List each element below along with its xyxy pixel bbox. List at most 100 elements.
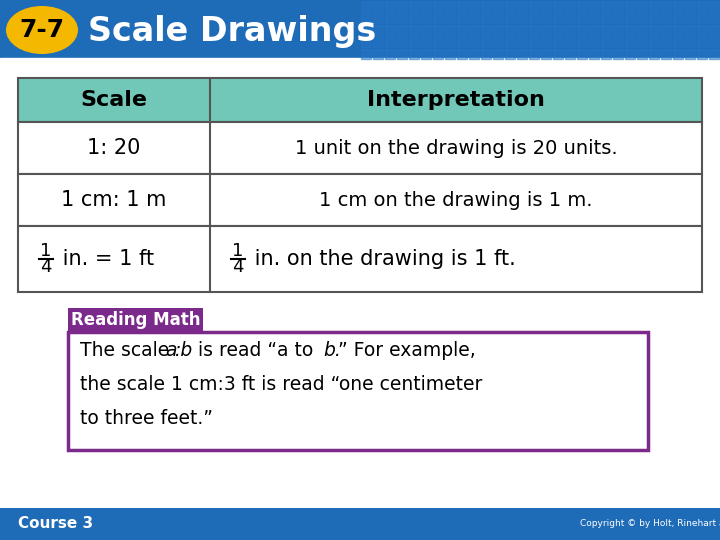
Bar <box>637 13 647 23</box>
Bar <box>565 13 575 23</box>
Bar <box>457 49 467 59</box>
Bar <box>553 49 563 59</box>
Bar <box>433 49 443 59</box>
Text: to three feet.”: to three feet.” <box>80 408 213 428</box>
Text: 4: 4 <box>233 258 244 276</box>
Bar <box>601 37 611 47</box>
Bar <box>409 13 419 23</box>
Bar <box>601 25 611 35</box>
Bar <box>505 13 515 23</box>
Bar <box>457 13 467 23</box>
Bar <box>445 49 455 59</box>
Bar <box>385 1 395 11</box>
Bar <box>613 1 623 11</box>
Bar <box>517 49 527 59</box>
Text: is read “a to: is read “a to <box>192 341 319 360</box>
Bar <box>361 13 371 23</box>
Text: Course 3: Course 3 <box>18 516 93 531</box>
Bar <box>397 49 407 59</box>
Text: 1: 1 <box>40 242 52 260</box>
Bar <box>637 37 647 47</box>
Bar <box>565 1 575 11</box>
Bar <box>18 122 702 174</box>
Bar <box>469 37 479 47</box>
Bar <box>625 49 635 59</box>
Bar <box>625 13 635 23</box>
Bar <box>529 49 539 59</box>
Bar <box>445 13 455 23</box>
Bar <box>697 37 707 47</box>
Bar <box>589 13 599 23</box>
Bar <box>649 37 659 47</box>
Bar <box>553 1 563 11</box>
Bar <box>709 49 719 59</box>
Bar <box>421 13 431 23</box>
Bar <box>385 49 395 59</box>
Bar <box>469 1 479 11</box>
Bar <box>373 1 383 11</box>
Bar <box>685 1 695 11</box>
Bar <box>625 1 635 11</box>
Bar <box>469 25 479 35</box>
Bar <box>673 25 683 35</box>
Text: a: a <box>165 341 176 360</box>
Bar <box>385 13 395 23</box>
Bar <box>601 49 611 59</box>
Text: Scale: Scale <box>81 90 148 110</box>
Bar <box>589 49 599 59</box>
Bar <box>601 13 611 23</box>
Bar <box>637 25 647 35</box>
Bar <box>577 13 587 23</box>
Bar <box>469 49 479 59</box>
Bar <box>709 37 719 47</box>
Bar <box>493 49 503 59</box>
Ellipse shape <box>6 6 78 54</box>
Bar <box>397 1 407 11</box>
Text: b.: b. <box>323 341 341 360</box>
Bar <box>685 37 695 47</box>
Bar <box>361 49 371 59</box>
Bar <box>577 37 587 47</box>
Bar <box>541 49 551 59</box>
Bar <box>565 25 575 35</box>
Bar <box>697 25 707 35</box>
Bar <box>457 37 467 47</box>
Bar <box>709 1 719 11</box>
Bar <box>68 332 648 450</box>
Bar <box>685 25 695 35</box>
Bar <box>577 1 587 11</box>
Bar <box>361 25 371 35</box>
Bar <box>433 13 443 23</box>
Bar <box>589 1 599 11</box>
Bar <box>541 37 551 47</box>
Bar <box>673 1 683 11</box>
Text: Scale Drawings: Scale Drawings <box>88 15 377 48</box>
Text: 1 cm: 1 m: 1 cm: 1 m <box>61 190 167 210</box>
Bar <box>685 49 695 59</box>
Text: the scale 1 cm:3 ft is read “one centimeter: the scale 1 cm:3 ft is read “one centime… <box>80 375 482 394</box>
Text: 1 cm on the drawing is 1 m.: 1 cm on the drawing is 1 m. <box>319 191 593 210</box>
Bar <box>505 25 515 35</box>
Bar <box>397 37 407 47</box>
Bar <box>18 226 702 292</box>
Bar <box>445 25 455 35</box>
Bar <box>421 25 431 35</box>
Bar <box>457 25 467 35</box>
Bar <box>517 1 527 11</box>
Bar <box>577 25 587 35</box>
Text: :b: :b <box>174 341 192 360</box>
Bar <box>613 13 623 23</box>
Bar <box>517 37 527 47</box>
Bar <box>421 37 431 47</box>
Bar <box>481 13 491 23</box>
Bar <box>589 37 599 47</box>
Bar <box>697 13 707 23</box>
Bar <box>505 1 515 11</box>
Bar <box>553 37 563 47</box>
Bar <box>68 308 203 332</box>
Bar <box>0 0 720 58</box>
Bar <box>433 37 443 47</box>
Bar <box>0 58 720 540</box>
Bar <box>493 1 503 11</box>
Bar <box>469 13 479 23</box>
